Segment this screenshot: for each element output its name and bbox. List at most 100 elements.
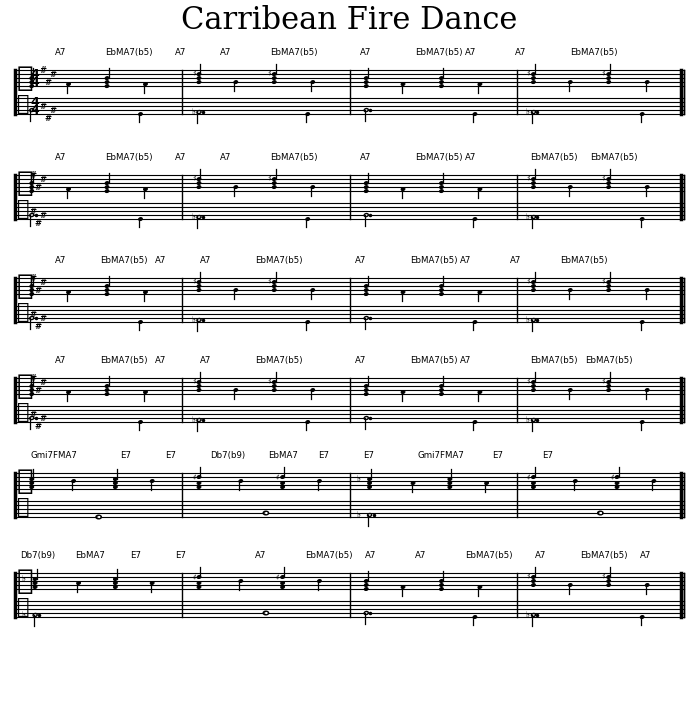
Ellipse shape xyxy=(29,316,34,320)
Text: ♯: ♯ xyxy=(192,174,196,183)
Ellipse shape xyxy=(364,293,368,296)
Ellipse shape xyxy=(607,178,610,181)
Text: EbMA7(b5): EbMA7(b5) xyxy=(415,153,463,162)
Text: ♯: ♯ xyxy=(275,573,280,581)
Ellipse shape xyxy=(607,72,610,76)
Text: ♯: ♯ xyxy=(192,69,196,77)
Text: 𝄢: 𝄢 xyxy=(17,402,29,422)
Ellipse shape xyxy=(478,586,482,588)
Text: #: # xyxy=(29,274,36,283)
Ellipse shape xyxy=(607,389,610,391)
Ellipse shape xyxy=(273,289,276,291)
Ellipse shape xyxy=(281,481,284,484)
Ellipse shape xyxy=(317,479,322,482)
Ellipse shape xyxy=(266,612,268,614)
Ellipse shape xyxy=(531,318,535,322)
Ellipse shape xyxy=(368,486,371,489)
Text: #: # xyxy=(40,174,47,184)
Text: EbMA7(b5): EbMA7(b5) xyxy=(465,551,512,560)
Ellipse shape xyxy=(281,486,284,489)
Ellipse shape xyxy=(197,381,201,384)
Ellipse shape xyxy=(143,291,147,294)
Ellipse shape xyxy=(98,516,101,518)
Ellipse shape xyxy=(440,186,443,189)
Ellipse shape xyxy=(197,486,201,489)
Text: 4: 4 xyxy=(31,96,39,108)
Ellipse shape xyxy=(615,486,619,489)
Text: Gmi7FMA7: Gmi7FMA7 xyxy=(30,451,77,460)
Ellipse shape xyxy=(473,420,477,423)
Ellipse shape xyxy=(197,111,201,113)
Ellipse shape xyxy=(364,81,368,84)
Ellipse shape xyxy=(197,178,201,181)
Ellipse shape xyxy=(531,389,535,391)
Text: #: # xyxy=(40,413,47,423)
Ellipse shape xyxy=(531,81,535,84)
Text: ♯: ♯ xyxy=(526,472,531,481)
Ellipse shape xyxy=(478,83,482,86)
Ellipse shape xyxy=(531,486,535,489)
Ellipse shape xyxy=(440,579,443,583)
Text: #: # xyxy=(29,410,36,418)
Ellipse shape xyxy=(364,189,368,193)
Text: EbMA7(b5): EbMA7(b5) xyxy=(100,356,147,365)
Text: EbMA7(b5): EbMA7(b5) xyxy=(270,48,317,57)
Text: EbMA7(b5): EbMA7(b5) xyxy=(530,356,577,365)
Ellipse shape xyxy=(440,293,443,296)
Ellipse shape xyxy=(440,284,443,287)
Ellipse shape xyxy=(273,182,276,184)
Text: E7: E7 xyxy=(542,451,553,460)
Text: ♯: ♯ xyxy=(268,69,271,77)
Ellipse shape xyxy=(306,218,310,220)
Text: ♯: ♯ xyxy=(268,174,271,183)
Ellipse shape xyxy=(364,384,368,388)
Ellipse shape xyxy=(473,218,477,220)
Text: 𝄢: 𝄢 xyxy=(17,199,29,219)
Ellipse shape xyxy=(401,291,405,294)
Ellipse shape xyxy=(105,81,109,84)
Text: ♭: ♭ xyxy=(191,213,195,222)
Text: E7: E7 xyxy=(318,451,329,460)
Ellipse shape xyxy=(138,113,143,116)
Ellipse shape xyxy=(105,77,109,79)
Ellipse shape xyxy=(30,481,34,484)
Text: ♭: ♭ xyxy=(191,108,195,116)
Text: EbMA7(b5): EbMA7(b5) xyxy=(305,551,352,560)
Ellipse shape xyxy=(531,576,535,579)
Ellipse shape xyxy=(197,481,201,484)
Ellipse shape xyxy=(30,293,34,296)
Ellipse shape xyxy=(234,81,238,84)
Ellipse shape xyxy=(113,586,117,588)
Text: A7: A7 xyxy=(175,153,187,162)
Ellipse shape xyxy=(573,479,577,482)
Ellipse shape xyxy=(411,481,415,484)
Ellipse shape xyxy=(311,289,315,291)
Ellipse shape xyxy=(197,389,201,391)
Ellipse shape xyxy=(266,512,268,514)
Ellipse shape xyxy=(531,384,535,388)
Text: E7: E7 xyxy=(165,451,176,460)
Ellipse shape xyxy=(105,393,109,396)
Ellipse shape xyxy=(600,512,602,514)
Text: #: # xyxy=(34,422,41,430)
Text: EbMA7(b5): EbMA7(b5) xyxy=(570,48,617,57)
Ellipse shape xyxy=(531,72,535,76)
Text: #: # xyxy=(40,313,47,323)
Ellipse shape xyxy=(364,108,368,111)
Ellipse shape xyxy=(607,81,610,84)
Text: #: # xyxy=(45,113,52,123)
Ellipse shape xyxy=(105,182,109,184)
Ellipse shape xyxy=(531,584,535,586)
Ellipse shape xyxy=(150,581,154,584)
Ellipse shape xyxy=(368,478,371,481)
Text: #: # xyxy=(29,206,36,216)
Text: E7: E7 xyxy=(363,451,374,460)
Ellipse shape xyxy=(273,381,276,384)
Text: A7: A7 xyxy=(155,256,166,265)
Ellipse shape xyxy=(306,320,310,323)
Ellipse shape xyxy=(197,476,201,479)
Ellipse shape xyxy=(197,289,201,291)
Ellipse shape xyxy=(273,186,276,189)
Ellipse shape xyxy=(364,579,368,583)
Ellipse shape xyxy=(440,77,443,79)
